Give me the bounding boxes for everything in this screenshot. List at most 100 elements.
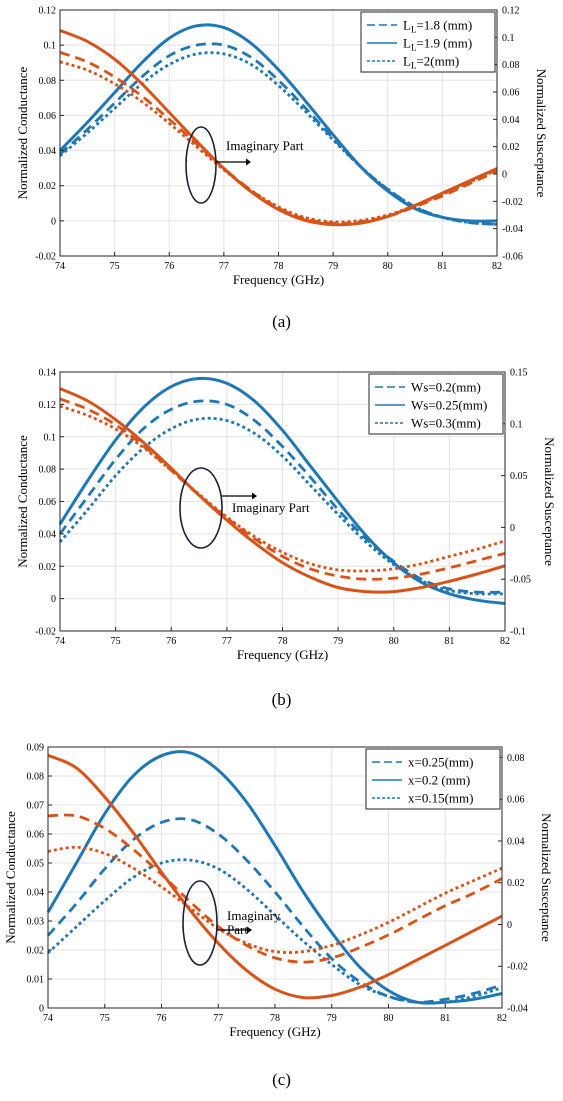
chart-b-legend: Ws=0.2(mm) Ws=0.25(mm) Ws=0.3(mm)	[368, 373, 504, 435]
chart-b-series-real-dotted-line	[58, 416, 506, 596]
chart-c-y-tick-label: 0.04	[27, 888, 45, 899]
chart-c-y2-tick-label: 0.06	[507, 795, 525, 806]
chart-a-y2-tick-label: 0.1	[502, 33, 515, 44]
chart-c-y-tick-label: 0.08	[27, 772, 45, 783]
chart-a-y-tick-label: 0.1	[44, 41, 57, 52]
chart-a-y2-tick-label: 0.02	[502, 142, 520, 153]
chart-c-y2-tick-label: 0.08	[507, 753, 525, 764]
chart-a-y-ticks: -0.02 0 0.02 0.04 0.06 0.08 0.1 0.12	[35, 6, 64, 263]
chart-a-y2-tick-label: 0.04	[502, 115, 520, 126]
chart-b-y2-axis-label: Normalized Susceptance	[542, 437, 557, 566]
chart-b-legend-box	[368, 373, 504, 435]
chart-c-x-tick-label: 76	[157, 1013, 167, 1024]
chart-b-y-axis-label: Normalized Conductance	[15, 435, 30, 568]
chart-c-x-tick-label: 75	[100, 1013, 110, 1024]
chart-a-y-tick-label: 0.02	[39, 181, 57, 192]
chart-a-y2-tick-label: -0.06	[502, 252, 523, 263]
chart-b-y-tick-label: 0	[51, 594, 56, 605]
chart-a-x-ticks: 74 75 76 77 78 79 80 81 82	[55, 252, 502, 272]
chart-a-svg: 74 75 76 77 78 79 80 81 82 -0.02 0 0.02 0.04 0.06 0.08…	[15, 6, 549, 288]
chart-b-y-tick-label: 0.1	[44, 432, 57, 443]
chart-a-series-group	[58, 23, 498, 227]
chart-c-y-tick-label: 0	[39, 1004, 44, 1015]
chart-c-y-tick-label: 0.05	[27, 859, 45, 870]
chart-panel-c: 74 75 76 77 78 79 80 81 82 0 0.01 0.02 0.03 0.04 0.05 0…	[0, 735, 563, 1101]
chart-a-y-tick-label: 0.08	[39, 76, 57, 87]
chart-a-legend-box	[360, 11, 496, 73]
chart-c-caption: (c)	[272, 1070, 291, 1089]
chart-a-y-tick-label: -0.02	[35, 252, 56, 263]
chart-c-legend-label: x=0.15(mm)	[408, 791, 473, 806]
chart-c-y-ticks: 0 0.01 0.02 0.03 0.04 0.05 0.06 0.07 0.08 0.09	[27, 743, 52, 1015]
chart-c-annotation-text: Part	[227, 922, 248, 937]
chart-c-x-tick-label: 74	[43, 1013, 53, 1024]
chart-a-legend-label: LL=2(mm)	[403, 54, 459, 71]
chart-a-annotation: Imaginary Part	[185, 126, 304, 204]
chart-b-x-tick-label: 76	[166, 636, 176, 647]
chart-c-series-imaginary-solid-line	[47, 754, 503, 1000]
chart-c-annotation-text: Imaginary	[227, 908, 281, 923]
chart-c-svg: 74 75 76 77 78 79 80 81 8200.010.020.030.040.050…	[3, 743, 554, 1040]
chart-b-y-tick-label: -0.02	[35, 627, 56, 638]
chart-c-y-tick-label: 0.09	[27, 743, 45, 754]
chart-panel-a: 74 75 76 77 78 79 80 81 82 -0.02 0 0.02 0.04 0.06 0.08…	[0, 0, 563, 340]
chart-c-series-imaginary-dashed-line	[47, 813, 503, 964]
chart-b-series-imaginary-solid-line	[59, 387, 506, 594]
chart-b-legend-label: Ws=0.3(mm)	[411, 416, 481, 431]
chart-b-y-tick-label: 0.04	[39, 529, 57, 540]
chart-a-y2-tick-label: 0.06	[502, 88, 520, 99]
chart-b-x-tick-label: 80	[389, 636, 399, 647]
chart-a-y-tick-label: 0.04	[39, 146, 57, 157]
chart-a-x-tick-label: 78	[274, 261, 284, 272]
chart-c-y2-axis-label: Normalized Susceptance	[539, 813, 554, 942]
chart-b-x-ticks: 74 75 76 77 78 79 80 81 82	[55, 627, 510, 647]
chart-b-y-tick-label: 0.14	[39, 368, 57, 379]
chart-a-x-tick-label: 79	[328, 261, 338, 272]
chart-c-y2-tick-label: 0.02	[507, 878, 525, 889]
chart-c-x-tick-label: 82	[497, 1013, 507, 1024]
chart-c-x-tick-label: 77	[213, 1013, 223, 1024]
chart-b-y2-tick-label: -0.05	[510, 575, 531, 586]
chart-a-x-tick-label: 80	[383, 261, 393, 272]
chart-b-y-tick-label: 0.06	[39, 497, 57, 508]
chart-c-legend-label: x=0.25(mm)	[408, 755, 473, 770]
chart-a-y2-tick-label: 0.08	[502, 60, 520, 71]
chart-a-x-tick-label: 75	[110, 261, 120, 272]
chart-c-y-tick-label: 0.03	[27, 917, 45, 928]
chart-c-series-group	[46, 750, 503, 1005]
chart-c-annotation-arrowhead	[247, 926, 252, 934]
chart-b-x-tick-label: 81	[444, 636, 454, 647]
chart-b-x-axis-label: Frequency (GHz)	[237, 647, 328, 662]
chart-a-legend-label: LL=1.8 (mm)	[403, 18, 472, 35]
chart-b-series-imaginary-dashed-line	[59, 397, 506, 581]
chart-a-annotation-text: Imaginary Part	[226, 138, 304, 153]
chart-b-legend-label: Ws=0.25(mm)	[411, 398, 487, 413]
chart-a-y2-tick-label: 0.12	[502, 6, 520, 17]
chart-c-y-tick-label: 0.06	[27, 830, 45, 841]
chart-panel-b: 74 75 76 77 78 79 80 81 82 -0.02 0 0.02 0.04 0.06 0.08…	[0, 360, 563, 720]
chart-a-y2-tick-label: -0.04	[502, 224, 523, 235]
chart-a-x-tick-label: 81	[437, 261, 447, 272]
chart-c-y2-tick-label: 0	[507, 920, 512, 931]
chart-a-y-tick-label: 0.12	[39, 6, 57, 17]
chart-b-x-tick-label: 79	[333, 636, 343, 647]
chart-b-y-ticks: -0.02 0 0.02 0.04 0.06 0.08 0.1 0.12 0.14	[35, 368, 64, 638]
chart-a-y2-tick-label: -0.02	[502, 197, 523, 208]
chart-c-series-imaginary-dotted-line	[47, 845, 503, 954]
chart-c-y-axis-label: Normalized Conductance	[3, 811, 18, 944]
chart-c-x-axis-label: Frequency (GHz)	[229, 1024, 320, 1039]
chart-b-y2-tick-label: 0.05	[510, 471, 528, 482]
chart-b-x-tick-label: 75	[111, 636, 121, 647]
chart-a-x-tick-label: 74	[55, 261, 65, 272]
chart-b-x-tick-label: 77	[222, 636, 232, 647]
chart-b-y2-tick-label: 0.15	[510, 368, 528, 379]
chart-c-y-tick-label: 0.02	[27, 946, 45, 957]
chart-b-annotation: Imaginary Part	[179, 467, 310, 549]
chart-a-series-imaginary-dashed-line	[59, 51, 498, 225]
chart-a-series-real-solid-line	[58, 23, 498, 223]
chart-a-y2-tick-label: 0	[502, 170, 507, 181]
chart-b-series-group	[58, 376, 506, 605]
chart-c-y-tick-label: 0.07	[27, 801, 45, 812]
chart-b-caption: (b)	[271, 690, 292, 709]
